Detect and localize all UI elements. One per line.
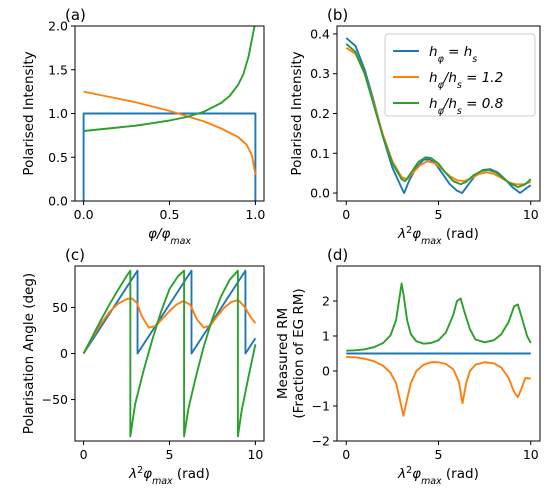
panel-label: (c) <box>65 246 85 264</box>
panel-3: 0 5 10 −50 0 50 (c) λ2φmax (rad) Polarisation An… <box>21 246 265 487</box>
series-line-green <box>82 269 257 438</box>
series-line-blue <box>82 269 257 355</box>
y-axis-label: Polarisation Angle (deg) <box>21 273 37 434</box>
y-tick-label: −1 <box>312 399 330 414</box>
x-tick-label: 5 <box>435 207 443 222</box>
y-tick-label: 1.5 <box>48 62 68 77</box>
x-tick-label: 10 <box>523 447 539 462</box>
legend-entry-label: hφ/hs = 1.2 <box>429 70 503 91</box>
y-tick-label: 1 <box>322 329 330 344</box>
y-axis-label: Polarised Intensity <box>289 51 305 175</box>
y-tick-label: 0 <box>60 346 68 361</box>
legend-entry-label: hφ = hs <box>429 44 477 65</box>
series-line-green <box>83 26 256 132</box>
y-tick-label: 0.2 <box>310 106 330 121</box>
x-axis-label: φ/φmax <box>148 226 191 247</box>
y-tick-label: 2 <box>322 294 330 309</box>
legend-entry-label: hφ/hs = 0.8 <box>429 96 503 117</box>
y-tick-label: 0.3 <box>310 66 330 81</box>
axes-frame <box>74 265 265 442</box>
x-tick-label: 5 <box>166 447 174 462</box>
y-tick-label: 0.4 <box>310 26 330 41</box>
x-axis-label: λ2φmax (rad) <box>128 465 210 487</box>
y-axis-label: Polarised Intensity <box>21 51 37 175</box>
x-tick-label: 10 <box>247 447 263 462</box>
x-tick-label: 10 <box>523 207 539 222</box>
series-line-green <box>346 282 532 352</box>
panel-label: (b) <box>327 6 348 24</box>
y-tick-label: 0.0 <box>48 194 68 209</box>
panel-2: 0 5 10 0.0 0.1 0.2 0.3 0.4 (b) λ2φmax (rad) Polari… <box>289 6 541 247</box>
x-tick-label: 0 <box>342 447 350 462</box>
series-line-orange <box>346 356 531 417</box>
x-tick-label: 0 <box>80 447 88 462</box>
panel-1: 0.0 0.5 1.0 0.0 0.5 1.0 1.5 2.0(a) φ/φmax Polaris… <box>21 6 265 247</box>
y-tick-label: 50 <box>52 300 68 315</box>
legend-box <box>384 33 536 117</box>
series-line-orange <box>82 297 257 354</box>
series-line-green <box>345 43 532 189</box>
y-tick-label: 0.0 <box>310 186 330 201</box>
x-tick-label: 1.0 <box>245 207 265 222</box>
y-axis-label: Measured RM(Fraction of EG RM) <box>275 288 307 418</box>
panel-label: (a) <box>65 6 86 24</box>
y-tick-label: 1.0 <box>48 106 68 121</box>
y-tick-label: −2 <box>312 434 330 449</box>
x-tick-label: 0.5 <box>160 207 180 222</box>
y-tick-label: 2.0 <box>48 19 68 34</box>
panel-label: (d) <box>327 246 348 264</box>
y-tick-label: 0.5 <box>48 150 68 165</box>
legend: hφ = hs hφ/hs = 1.2 hφ/hs = 0.8 <box>384 33 536 117</box>
x-tick-label: 0 <box>342 207 350 222</box>
y-tick-label: 0 <box>322 364 330 379</box>
panel-4: 0 5 10 −2 −1 0 1 2 (d) λ2φmax (rad) Measured RM(Fr… <box>275 246 541 487</box>
x-tick-label: 5 <box>435 447 443 462</box>
y-tick-label: −50 <box>42 392 68 407</box>
x-tick-label: 0.0 <box>74 207 94 222</box>
y-tick-label: 0.1 <box>310 146 330 161</box>
x-axis-label: λ2φmax (rad) <box>397 225 479 247</box>
series-line-orange <box>83 90 257 175</box>
series-line-blue <box>82 112 257 201</box>
x-axis-label: λ2φmax (rad) <box>397 465 479 487</box>
